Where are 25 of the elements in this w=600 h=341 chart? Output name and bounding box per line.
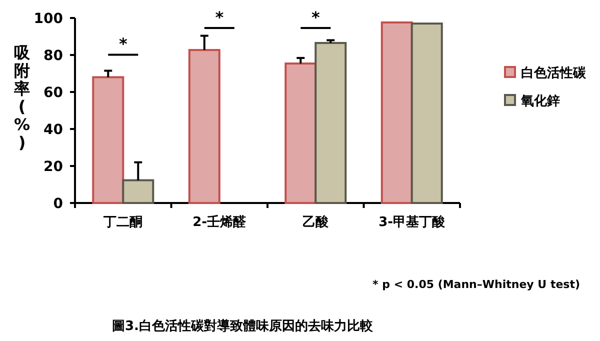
y-tick-label: 40 <box>44 122 64 138</box>
bar <box>410 22 443 204</box>
text: 圖3.白色活性碳對導致體味原因的去味力比較 <box>112 318 374 334</box>
bar <box>122 179 154 204</box>
annotation: * <box>215 8 224 27</box>
y-tick-label: 60 <box>44 85 64 101</box>
legend-label: 白色活性碳 <box>521 66 587 81</box>
y-tick-label: 80 <box>44 48 64 64</box>
x-tick-label: 2-壬烯醛 <box>192 214 248 230</box>
x-tick-label: 乙酸 <box>302 214 330 230</box>
bar <box>284 62 317 204</box>
y-tick-label: 100 <box>34 11 64 27</box>
y-tick-label: 20 <box>44 159 64 175</box>
bar <box>314 42 347 204</box>
x-tick-label: 3-甲基丁酸 <box>378 214 446 230</box>
annotation: * <box>118 34 128 54</box>
legend-label: 氧化鋅 <box>520 94 560 109</box>
bar <box>188 49 220 204</box>
y-axis-title: 吸附率(%) <box>13 43 31 152</box>
x-tick-label: 丁二酮 <box>102 215 143 230</box>
text: * p < 0.05 (Mann–Whitney U test) <box>372 278 580 291</box>
bar <box>380 21 413 204</box>
y-tick-label: 0 <box>53 196 64 212</box>
bar <box>92 76 124 204</box>
annotation: * <box>311 8 320 27</box>
